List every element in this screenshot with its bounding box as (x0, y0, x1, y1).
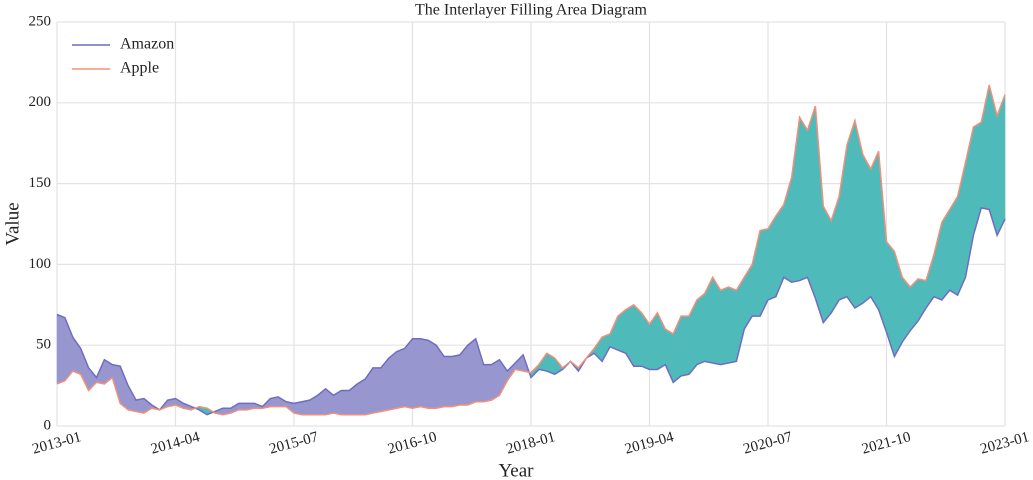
fill-area (688, 299, 698, 375)
fill-area (412, 338, 421, 409)
x-tick-label: 2014-04 (149, 429, 202, 458)
fill-area (894, 251, 903, 357)
fill-area (341, 390, 350, 415)
fill-area (420, 338, 429, 409)
fill-area (364, 367, 374, 415)
legend-label: Apple (120, 60, 159, 77)
fill-area (443, 356, 453, 407)
y-axis-label: Value (2, 202, 23, 245)
y-tick-label: 100 (29, 256, 52, 272)
x-tick-label: 2013-01 (31, 429, 83, 457)
x-tick-label: 2020-07 (742, 429, 795, 458)
x-tick-label: 2023-01 (979, 429, 1031, 457)
x-tick-label: 2021-10 (860, 429, 912, 457)
fill-area (356, 378, 366, 415)
fill-area (807, 105, 816, 299)
fill-area (933, 222, 943, 301)
fill-area (696, 292, 706, 365)
fill-area (712, 276, 721, 365)
grid (56, 21, 1006, 427)
fill-area (396, 348, 405, 409)
fill-area (301, 399, 311, 415)
fill-area (973, 121, 982, 236)
y-tick-label: 0 (44, 417, 52, 433)
fill-area (238, 403, 247, 411)
fill-area (428, 339, 437, 409)
x-tick-label: 2019-04 (623, 429, 676, 458)
fill-area (680, 315, 690, 377)
fill-area (996, 94, 1006, 236)
fill-area (767, 215, 777, 301)
fill-area (372, 367, 382, 414)
fill-area (862, 154, 871, 304)
x-tick-label: 2016-10 (386, 429, 438, 457)
y-tick-label: 150 (29, 175, 52, 191)
y-tick-label: 250 (29, 13, 52, 29)
lines (56, 84, 1006, 416)
fill-area (941, 208, 950, 301)
chart-title: The Interlayer Filling Area Diagram (415, 2, 647, 19)
fill-area (609, 316, 619, 351)
series-line (56, 84, 1006, 416)
fill-area (483, 364, 492, 403)
fill-area (925, 254, 935, 309)
fill-area (870, 151, 879, 311)
fill-area (633, 304, 642, 367)
fill-area (736, 276, 745, 362)
x-tick-label: 2015-07 (268, 429, 321, 458)
fill-area (949, 195, 958, 296)
fill-area (775, 203, 785, 297)
fill-area (878, 151, 887, 333)
fill-area (388, 351, 397, 411)
fill-area (751, 230, 761, 317)
fill-area (799, 116, 808, 281)
x-axis-label: Year (498, 460, 534, 480)
fill-area (846, 120, 856, 309)
fill-area (728, 286, 737, 364)
series-line (56, 206, 1006, 416)
fill-area (886, 241, 895, 357)
fill-area (475, 338, 484, 403)
fill-area (451, 354, 461, 407)
fill-area (56, 314, 66, 385)
fill-area (404, 338, 413, 409)
fill-area (80, 348, 89, 391)
legend: Amazon Apple (72, 36, 174, 77)
legend-label: Amazon (120, 36, 174, 53)
fill-area (491, 359, 500, 401)
fill-area (617, 309, 627, 354)
fill-area (119, 366, 129, 411)
fill-area (514, 354, 524, 372)
fill-area (135, 398, 145, 414)
y-tick-label: 200 (29, 94, 52, 110)
fill-area (720, 286, 729, 365)
fill-area (830, 196, 840, 314)
x-tick-label: 2018-01 (505, 429, 557, 457)
fill-area (823, 206, 832, 324)
fill-area (815, 106, 824, 323)
fill-area (625, 304, 634, 368)
fill-area (467, 338, 476, 406)
y-tick-label: 50 (36, 337, 51, 353)
